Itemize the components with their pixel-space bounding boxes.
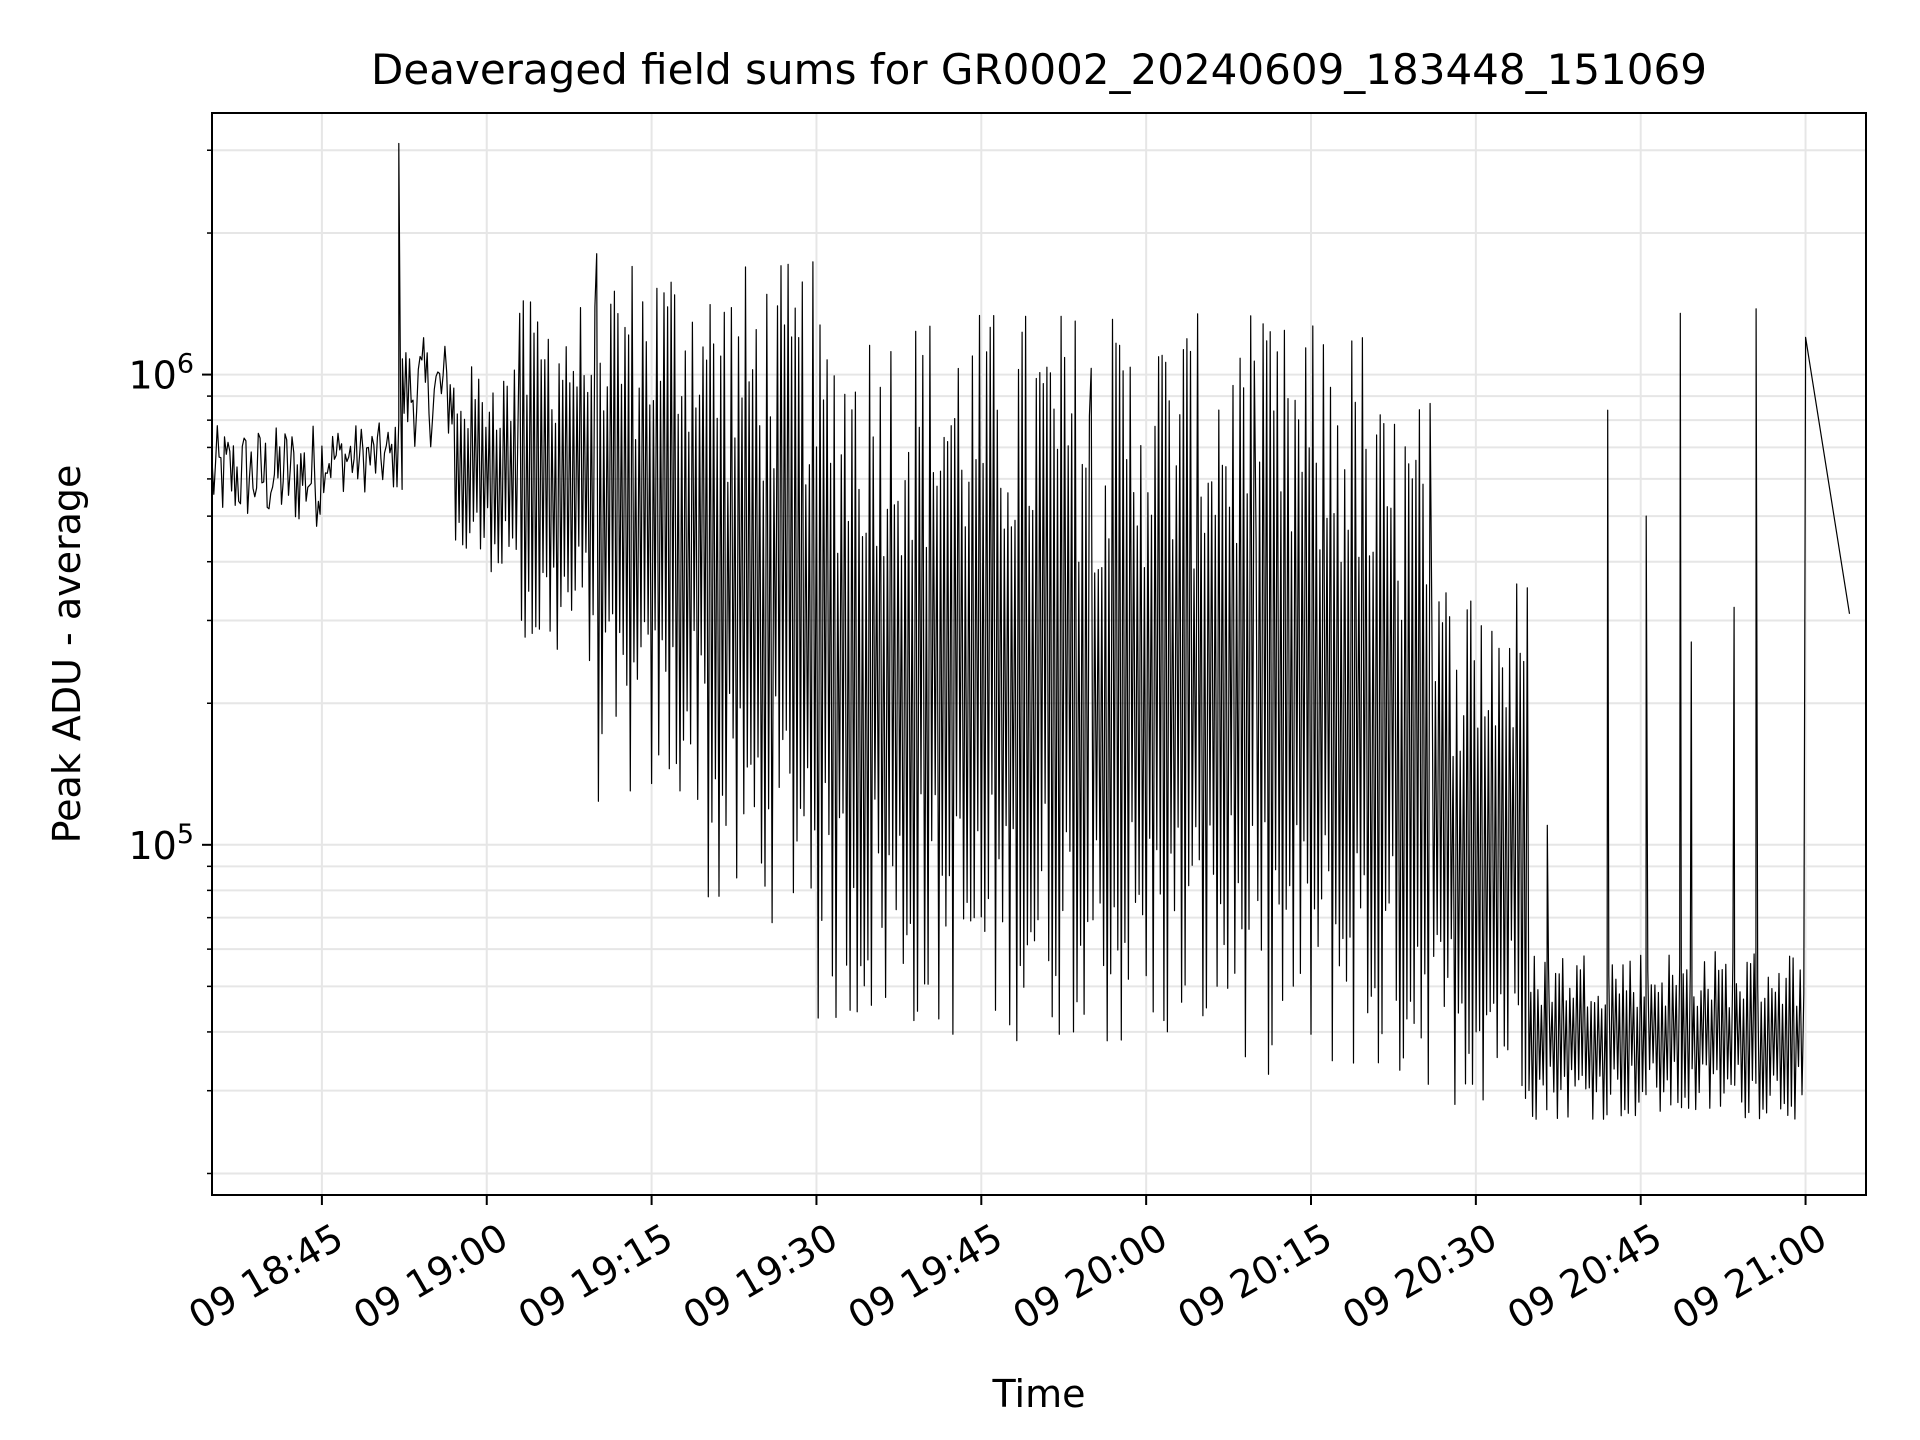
series-line <box>212 142 1851 1120</box>
y-axis-ticks: 105 106 <box>128 149 212 1175</box>
y-tick-label: 105 <box>128 819 194 868</box>
chart-title: Deaveraged field sums for GR0002_2024060… <box>371 45 1707 94</box>
y-tick-label: 106 <box>128 349 194 398</box>
plot-frame <box>211 112 1867 1196</box>
x-axis-label: Time <box>992 1372 1086 1416</box>
data-series <box>212 142 1851 1120</box>
y-axis-label: Peak ADU - average <box>45 465 89 844</box>
